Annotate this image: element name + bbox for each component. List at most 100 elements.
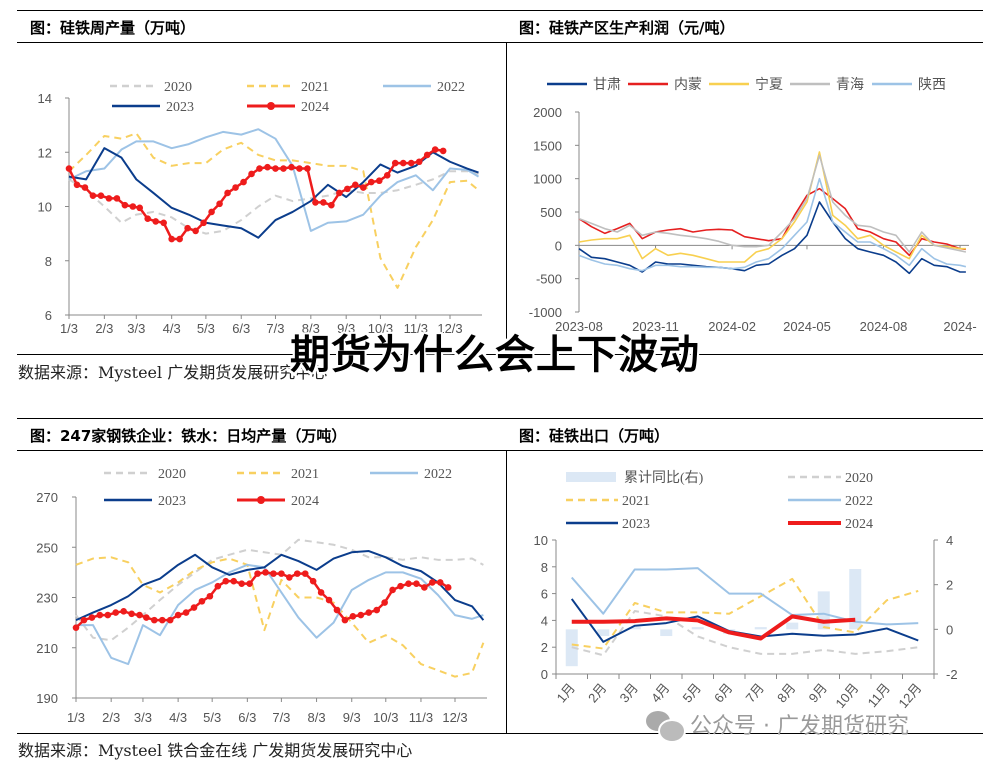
data-point-2024	[405, 580, 412, 587]
data-point-2024	[444, 584, 452, 591]
chart-title-silicon-iron-weekly-output: 图：硅铁周产量（万吨）	[30, 19, 196, 37]
bar-cumulative-yoy	[786, 622, 799, 630]
data-point-2024	[312, 199, 319, 206]
legend-label: 陕西	[918, 77, 946, 93]
x-tick-label: 2024-05	[783, 319, 831, 334]
data-point-2024	[317, 589, 325, 596]
bar-cumulative-yoy	[849, 569, 862, 630]
series-line-2021	[571, 577, 919, 650]
x-tick-label: 1/3	[67, 710, 85, 725]
x-tick-label: 10月	[832, 680, 861, 711]
data-point-2024	[264, 163, 271, 171]
data-point-2024	[357, 611, 365, 619]
data-point-2024	[96, 611, 104, 619]
bar-cumulative-yoy	[597, 629, 610, 637]
top-rule-lower	[17, 418, 983, 419]
data-point-2024	[397, 582, 404, 590]
watermark-text: 公众号 · 广发期货研究	[690, 714, 909, 739]
y-tick-label: 8	[541, 560, 548, 575]
series-line-2020	[571, 610, 919, 657]
data-point-2024	[182, 609, 190, 616]
legend-label: 甘肃	[593, 77, 621, 93]
bar-cumulative-yoy	[660, 629, 673, 637]
series-line-2021	[75, 556, 485, 678]
x-tick-label: 7/3	[266, 321, 284, 336]
data-point-2024	[270, 570, 277, 577]
legend-label: 宁夏	[755, 76, 783, 93]
data-point-2024	[240, 178, 247, 186]
data-point-2024	[375, 177, 383, 185]
x-tick-label: 9/3	[343, 710, 361, 725]
data-point-2024	[293, 570, 301, 577]
y2-tick-label: 0	[946, 622, 953, 637]
data-point-2024	[214, 582, 222, 590]
data-point-2024	[304, 165, 311, 172]
data-point-2024	[360, 184, 367, 191]
data-point-2024	[407, 159, 415, 167]
x-tick-label: 2023-11	[632, 319, 679, 334]
data-point-2024	[336, 189, 343, 197]
data-point-2024	[152, 218, 159, 225]
data-point-2024	[120, 608, 127, 615]
x-tick-label: 6月	[711, 680, 735, 705]
y-tick-label: 270	[36, 490, 58, 505]
x-tick-label: 11月	[865, 680, 894, 710]
x-tick-label: 2023-08	[555, 319, 603, 334]
bar-cumulative-yoy	[754, 627, 767, 630]
data-point-2024	[89, 192, 97, 199]
x-tick-label: 3/3	[127, 321, 145, 336]
data-point-2024	[136, 204, 144, 212]
data-point-2024	[97, 192, 105, 199]
y-tick-label: 0	[555, 238, 562, 253]
y-tick-label: 0	[541, 667, 548, 682]
y-tick-label: 4	[541, 613, 548, 628]
data-point-2024	[248, 170, 255, 178]
y-tick-label: 2000	[533, 105, 562, 120]
legend-label: 2024	[291, 494, 319, 509]
data-point-2024	[296, 165, 303, 172]
x-tick-label: 2024-08	[860, 319, 908, 334]
data-point-2024	[280, 165, 287, 172]
legend-label: 2020	[845, 471, 873, 486]
legend-label: 2024	[845, 517, 873, 532]
series-line-2024	[571, 614, 856, 641]
series-line-2022	[68, 128, 480, 232]
legend-marker	[257, 496, 265, 504]
legend-label: 2021	[291, 467, 319, 482]
x-tick-label: 12月	[895, 680, 924, 711]
data-point-2024	[198, 597, 206, 605]
data-point-2024	[184, 224, 191, 232]
x-tick-label: 4月	[648, 680, 672, 705]
data-point-2024	[436, 579, 444, 586]
panel-divider-lower	[506, 450, 507, 733]
data-point-2024	[206, 592, 214, 600]
x-tick-label: 5月	[680, 680, 704, 705]
data-point-2024	[80, 616, 88, 624]
data-point-2024	[341, 616, 349, 624]
x-tick-label: 2024-02	[708, 319, 756, 334]
data-point-2024	[136, 611, 143, 619]
x-tick-label: 9月	[806, 680, 830, 705]
x-tick-label: 10/3	[368, 321, 393, 336]
data-point-2024	[143, 614, 150, 621]
panel-divider	[506, 42, 507, 354]
data-point-2024	[352, 181, 359, 189]
bar-cumulative-yoy	[691, 627, 704, 630]
legend-label: 2020	[158, 467, 186, 482]
data-point-2024	[88, 614, 96, 621]
data-point-2024	[72, 624, 80, 631]
series-line-2022	[76, 563, 484, 666]
bar-cumulative-yoy	[628, 627, 641, 630]
data-point-2024	[160, 219, 167, 227]
data-point-2024	[320, 199, 327, 206]
data-point-2024	[349, 613, 357, 620]
y-tick-label: 230	[36, 591, 58, 606]
x-tick-label: 12/3	[442, 710, 467, 725]
data-point-2024	[216, 200, 223, 208]
data-point-2024	[200, 219, 207, 227]
data-point-2024	[232, 184, 239, 191]
data-point-2024	[439, 147, 447, 155]
data-point-2024	[373, 606, 381, 614]
x-tick-label: 1/3	[60, 321, 78, 336]
data-point-2024	[288, 163, 295, 171]
